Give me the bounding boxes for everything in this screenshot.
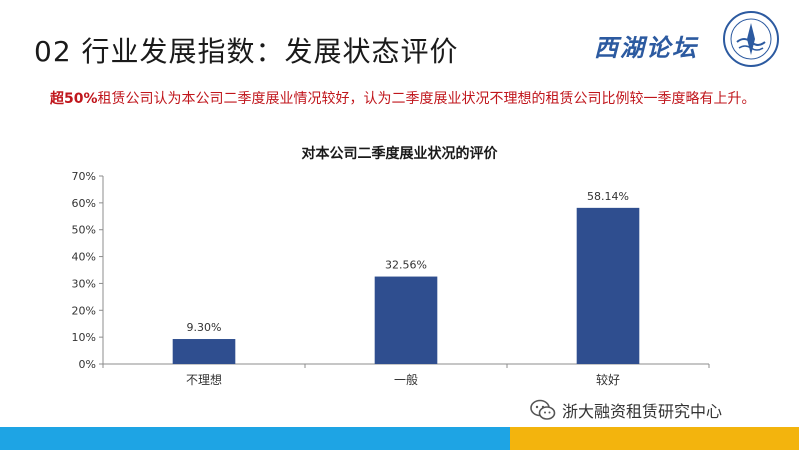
chart-title: 对本公司二季度展业状况的评价 bbox=[301, 146, 498, 162]
y-tick-label: 0% bbox=[79, 358, 96, 371]
footer-bar-blue bbox=[0, 427, 510, 450]
x-category-label: 一般 bbox=[394, 372, 418, 387]
y-tick-label: 60% bbox=[72, 197, 96, 210]
footer-bar-yellow bbox=[510, 427, 799, 450]
summary-highlight: 超50% bbox=[50, 91, 98, 107]
bar bbox=[172, 339, 236, 364]
emblem-logo-icon bbox=[723, 11, 779, 67]
wechat-icon bbox=[530, 399, 556, 420]
summary-body: 租赁公司认为本公司二季度展业情况较好，认为二季度展业状况不理想的租赁公司比例较一… bbox=[97, 91, 756, 107]
footer-watermark-text: 浙大融资租赁研究中心 bbox=[562, 402, 723, 421]
footer-watermark: 浙大融资租赁研究中心 bbox=[530, 398, 722, 422]
slide-title: 02 行业发展指数：发展状态评价 bbox=[34, 35, 459, 68]
y-tick-label: 10% bbox=[72, 331, 96, 344]
x-category-label: 不理想 bbox=[186, 372, 222, 387]
bar-value-label: 58.14% bbox=[587, 190, 629, 203]
x-category-label: 较好 bbox=[596, 372, 620, 387]
bar bbox=[374, 276, 438, 364]
y-tick-label: 20% bbox=[72, 304, 96, 317]
y-tick-label: 70% bbox=[72, 170, 96, 183]
bar-value-label: 9.30% bbox=[187, 321, 222, 334]
y-tick-label: 40% bbox=[72, 251, 96, 264]
brand-logo: 西湖论坛 bbox=[594, 33, 698, 62]
y-tick-label: 50% bbox=[72, 224, 96, 237]
y-tick-label: 30% bbox=[72, 277, 96, 290]
bar bbox=[576, 207, 640, 364]
summary-text: 超50%租赁公司认为本公司二季度展业情况较好，认为二季度展业状况不理想的租赁公司… bbox=[50, 88, 762, 110]
bar-value-label: 32.56% bbox=[385, 259, 427, 272]
